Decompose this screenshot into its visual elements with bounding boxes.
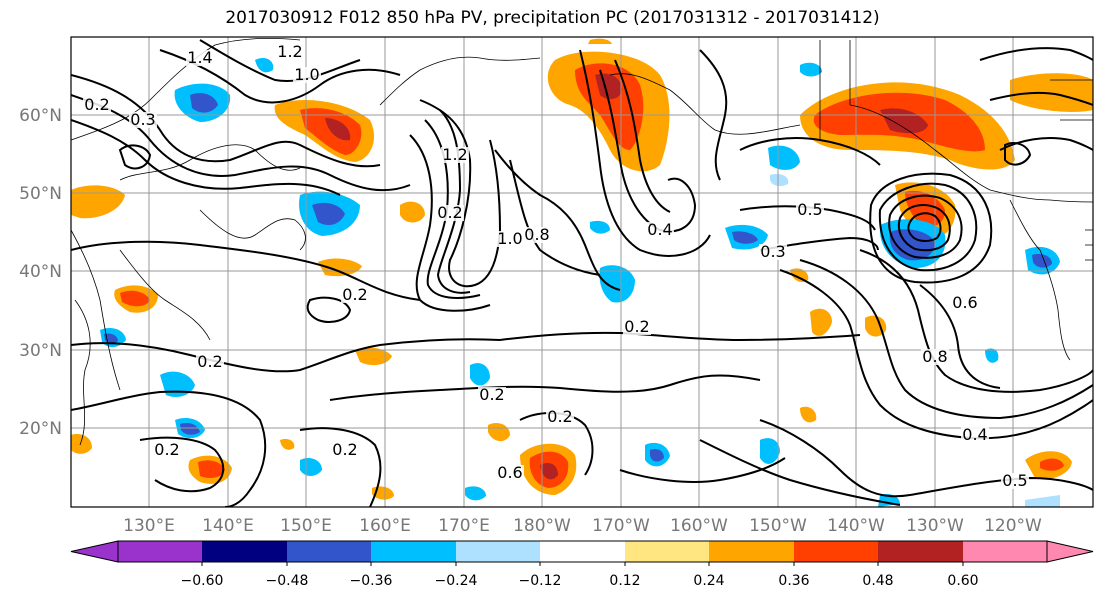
- contour-label: 1.2: [277, 42, 302, 61]
- contour-label-bg: [129, 112, 157, 128]
- contour-label: 0.8: [922, 347, 947, 366]
- colorbar-tick-label: −0.48: [266, 573, 309, 589]
- longitude-label: 140°W: [827, 516, 885, 536]
- colorbar-tick-label: −0.12: [519, 573, 562, 589]
- contour-label: 0.2: [342, 285, 367, 304]
- contour-label: 0.3: [130, 110, 155, 129]
- longitude-label: 130°E: [123, 516, 175, 536]
- contour-label: 0.2: [479, 385, 504, 404]
- colorbar-tick-label: 0.60: [947, 573, 978, 589]
- contour-label: 0.2: [332, 440, 357, 459]
- contour-label-bg: [796, 202, 824, 218]
- colorbar-segment: [202, 541, 287, 562]
- latitude-label: 60°N: [19, 106, 62, 126]
- colorbar-segment: [456, 541, 540, 562]
- colorbar-segment: [709, 541, 794, 562]
- precipitation-shading: [71, 38, 1093, 507]
- longitude-label: 150°W: [749, 516, 807, 536]
- contour-label-bg: [196, 354, 224, 370]
- plot-frame: [70, 36, 1094, 508]
- contour-labels: 1.4 1.21.00.20.30.20.21.21.0 0.8 0.40.50.30…: [83, 42, 1029, 490]
- colorbar-tick-label: −0.24: [435, 573, 478, 589]
- contour-label: 0.5: [1002, 471, 1027, 490]
- latitude-label: 20°N: [19, 419, 62, 439]
- colorbar-segment: [118, 541, 202, 562]
- contour-label: 1.0: [497, 229, 522, 248]
- contour-label-bg: [759, 244, 787, 260]
- longitude-labels: 130°E 140°E 150°E 160°E 170°E 180°W 170°W 160°W…: [123, 516, 1042, 536]
- contour-label: 0.2: [197, 352, 222, 371]
- colorbar-segment: [287, 541, 371, 562]
- latitude-label: 40°N: [19, 262, 62, 282]
- contour-label-bg: [523, 227, 551, 243]
- longitude-label: 170°E: [438, 516, 490, 536]
- contour-label-bg: [186, 50, 214, 66]
- contour-label-bg: [341, 287, 369, 303]
- map-title: 2017030912 F012 850 hPa PV, precipitatio…: [225, 8, 880, 28]
- longitude-label: 160°W: [670, 516, 728, 536]
- contour-label-bg: [546, 409, 574, 425]
- colorbar-tick-label: 0.48: [862, 573, 893, 589]
- colorbar-segment: [963, 541, 1047, 562]
- colorbar-max-extend: [1046, 540, 1094, 563]
- contour-label-bg: [293, 67, 321, 83]
- contour-label: 0.2: [624, 317, 649, 336]
- colorbar-min-extend: [70, 540, 119, 563]
- contour-label-bg: [951, 295, 979, 311]
- contour-label-bg: [478, 387, 506, 403]
- colorbar-outline: [117, 540, 1048, 563]
- latitude-label: 50°N: [19, 184, 62, 204]
- longitude-label: 140°E: [202, 516, 254, 536]
- contour-label: 0.8: [524, 225, 549, 244]
- latitude-label: 30°N: [19, 341, 62, 361]
- colorbar-tick-label: 0.12: [609, 573, 640, 589]
- longitude-label: 120°W: [984, 516, 1042, 536]
- contour-label: 1.0: [294, 65, 319, 84]
- contour-label-bg: [331, 442, 359, 458]
- colorbar-tick-label: 0.24: [693, 573, 724, 589]
- contour-label-bg: [276, 44, 304, 60]
- contour-label-bg: [496, 465, 524, 481]
- colorbar-tick-label: −0.36: [350, 573, 393, 589]
- longitude-label: 170°W: [592, 516, 650, 536]
- contour-label-bg: [153, 442, 181, 458]
- contour-label: 0.4: [647, 220, 672, 239]
- contour-label-bg: [441, 147, 469, 163]
- longitude-label: 150°E: [280, 516, 332, 536]
- contour-label: 0.4: [962, 425, 987, 444]
- longitude-label: 160°E: [359, 516, 411, 536]
- contour-label: 0.2: [547, 407, 572, 426]
- contour-label: 0.2: [84, 95, 109, 114]
- longitude-label: 180°W: [513, 516, 571, 536]
- contour-label: 0.5: [797, 200, 822, 219]
- contour-label: 0.6: [952, 293, 977, 312]
- contour-label-bg: [646, 222, 674, 238]
- colorbar-tick-label: 0.36: [778, 573, 809, 589]
- contour-label: 0.6: [497, 463, 522, 482]
- longitude-label: 130°W: [906, 516, 964, 536]
- contour-label-bg: [961, 427, 989, 443]
- contour-label: 0.2: [154, 440, 179, 459]
- colorbar-tick-label: −0.60: [181, 573, 224, 589]
- colorbar-segment: [625, 541, 709, 562]
- colorbar-segment: [794, 541, 878, 562]
- contour-label: 0.2: [437, 203, 462, 222]
- coastlines: [71, 38, 1093, 446]
- contour-label-bg: [921, 349, 949, 365]
- contour-label-bg: [623, 319, 651, 335]
- contour-label: 0.3: [760, 242, 785, 261]
- contour-label-bg: [83, 97, 111, 113]
- colorbar-segment: [878, 541, 963, 562]
- contour-label-bg: [436, 205, 464, 221]
- contour-label: 1.4: [187, 48, 212, 67]
- colorbar-segment: [371, 541, 456, 562]
- contour-label-bg: [1001, 473, 1029, 489]
- colorbar-tick-labels: −0.60 −0.48 −0.36 −0.24 −0.12 0.12 0.24 0.36 0.4…: [181, 562, 979, 589]
- contour-label-bg: [496, 231, 524, 247]
- latitude-labels: 60°N 50°N 40°N 30°N 20°N: [19, 106, 62, 439]
- colorbar: [70, 540, 1094, 563]
- colorbar-segment: [540, 541, 625, 562]
- contour-label: 1.2: [442, 145, 467, 164]
